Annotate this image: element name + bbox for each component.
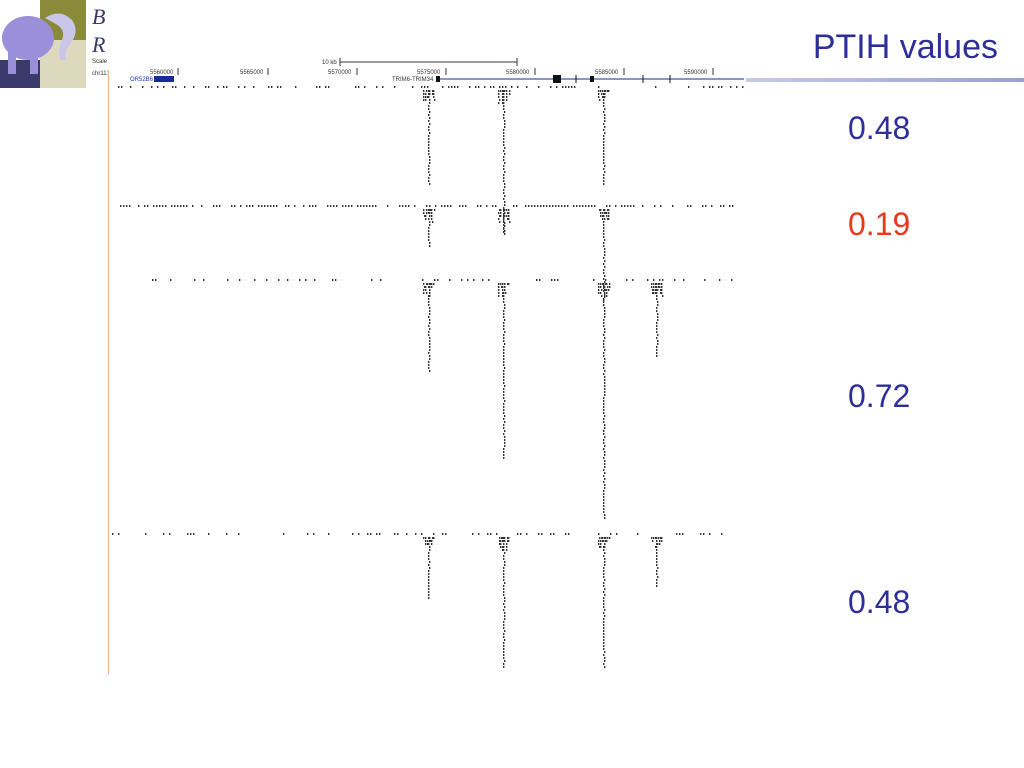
chrom-label: chr11: xyxy=(92,71,109,77)
position-label: 5565000 xyxy=(240,70,264,76)
position-label: 5560000 xyxy=(150,70,174,76)
read-alignment-tracks xyxy=(112,86,744,668)
ptih-value-3: 0.72 xyxy=(848,378,911,414)
position-label: 5580000 xyxy=(506,70,530,76)
track-guide-line xyxy=(108,70,109,675)
position-label: 5585000 xyxy=(595,70,619,76)
position-label: 5570000 xyxy=(328,70,352,76)
gene-or52b6 xyxy=(154,76,174,82)
page-title: PTIH values xyxy=(812,28,998,66)
ptih-value-4: 0.48 xyxy=(848,584,911,620)
scale-bar-label: 10 kb xyxy=(322,60,337,66)
genome-browser-tracks: Scale chr11: 10 kb 5560000 5565000 55700… xyxy=(92,58,744,668)
elephant-logo-icon xyxy=(0,0,86,88)
gene-label-trim: TRIM6-TRIM34 xyxy=(392,77,434,83)
position-label: 5590000 xyxy=(684,70,708,76)
ptih-value-2: 0.19 xyxy=(848,206,911,242)
gene-label-or52b6: OR52B6 xyxy=(130,77,154,83)
logo-letter-r: R xyxy=(92,32,106,57)
position-label: 5575000 xyxy=(417,70,441,76)
logo-letter-b: B xyxy=(92,4,106,29)
logo: B R xyxy=(0,0,120,88)
scale-label: Scale xyxy=(92,59,108,65)
title-rule xyxy=(746,78,1024,82)
ptih-value-1: 0.48 xyxy=(848,110,911,146)
